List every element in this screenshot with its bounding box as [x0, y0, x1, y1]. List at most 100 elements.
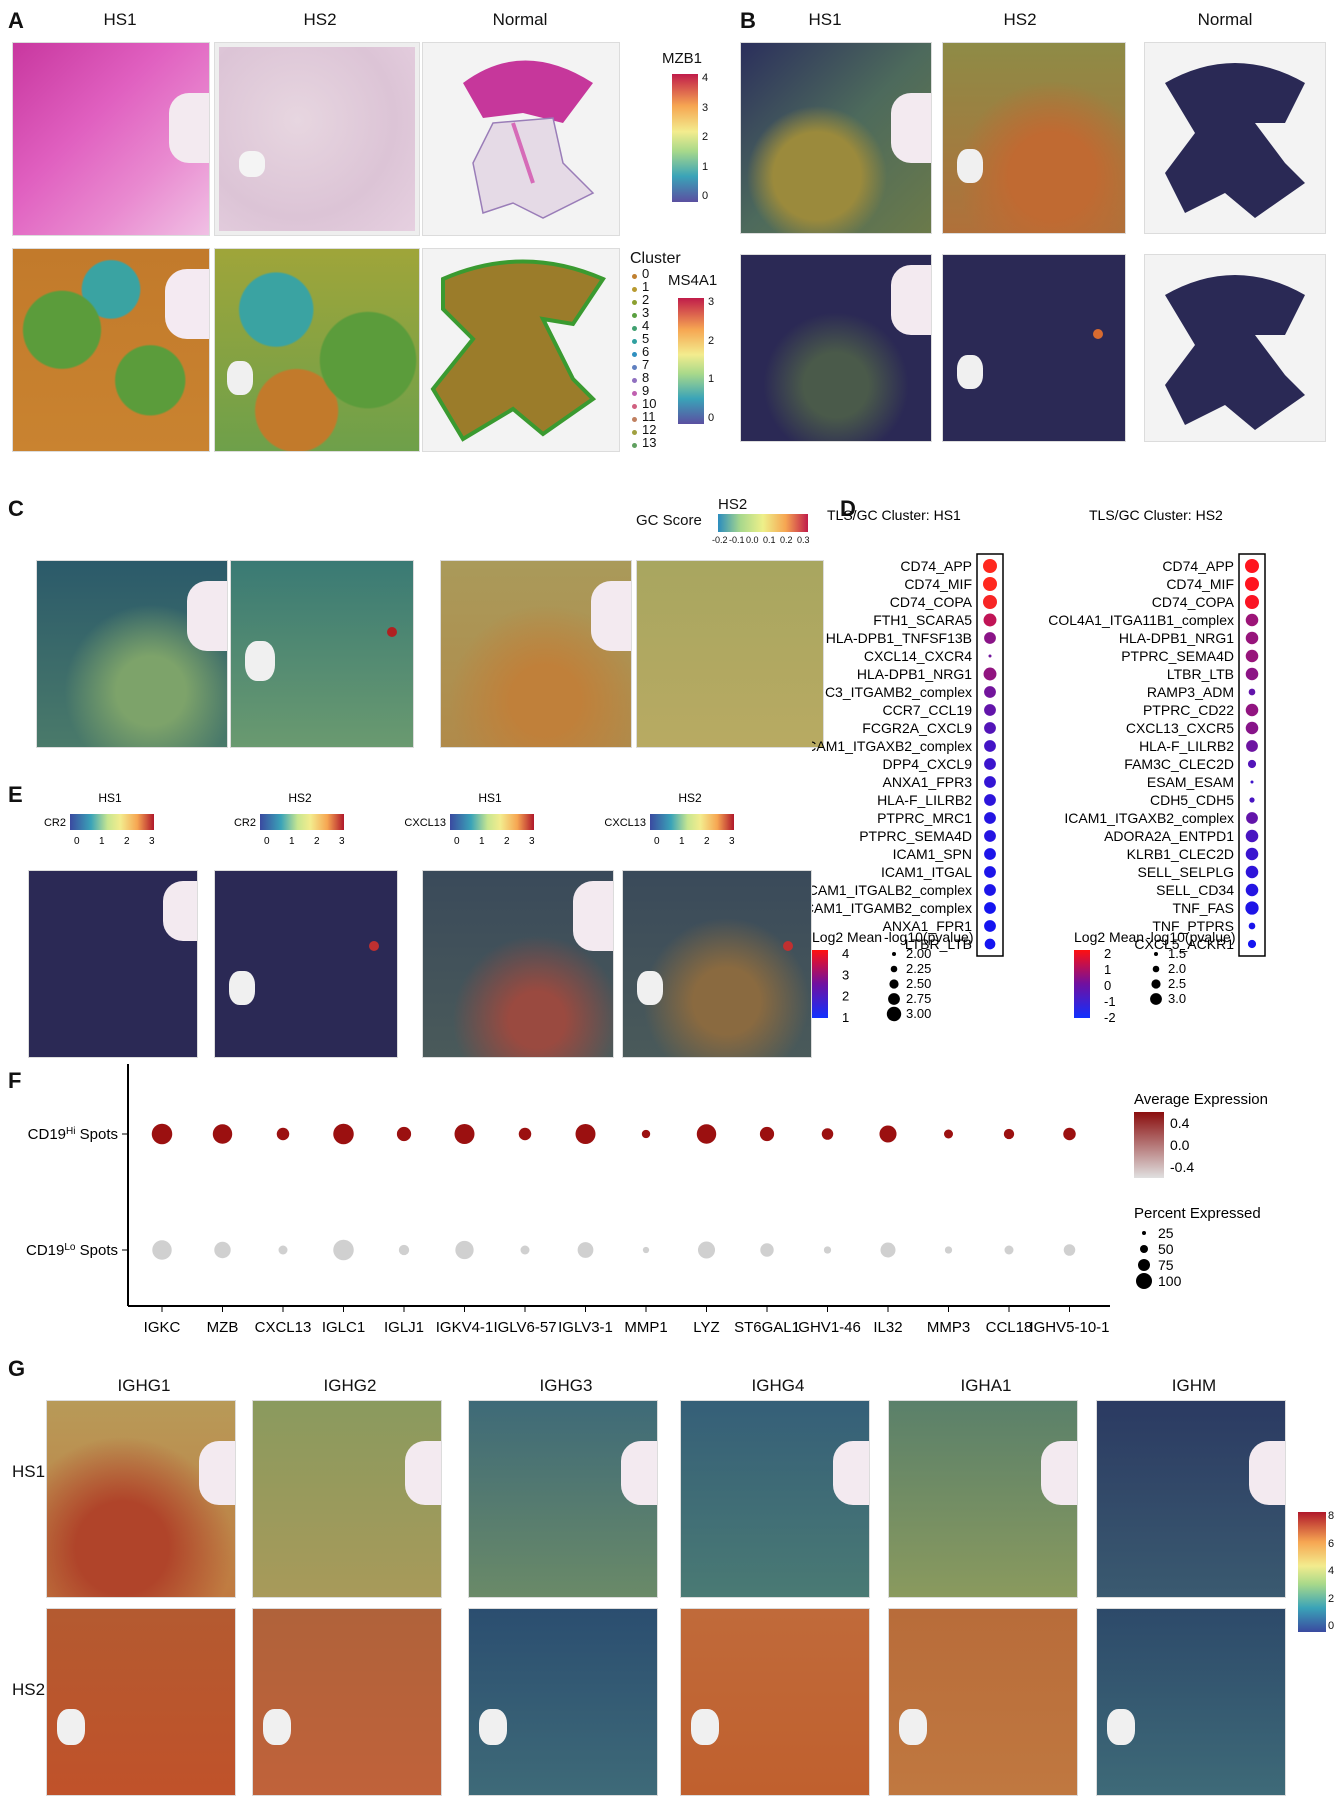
cluster-legend-swatch — [632, 417, 637, 422]
pvalue-legend-title: -log10(pvalue) — [884, 929, 974, 945]
tissue-gap — [1041, 1441, 1077, 1505]
cluster-legend-label: 0 — [642, 266, 650, 281]
pvalue-tick: 2.0 — [1168, 961, 1186, 976]
interaction-pair-label: HLA-DPB1_NRG1 — [857, 666, 972, 682]
interaction-dot — [1246, 740, 1258, 752]
avg-expression-tick: 0.4 — [1170, 1115, 1190, 1131]
gc-score-colorbar — [718, 514, 808, 532]
pvalue-tick: 2.75 — [906, 991, 931, 1006]
interaction-pair-label: ADORA2A_ENTPD1 — [1104, 828, 1234, 844]
percent-size-dot — [1138, 1259, 1150, 1271]
legend-colorbar — [450, 814, 534, 830]
gene-map-hs1 — [1096, 1400, 1286, 1598]
interaction-dot — [984, 722, 996, 734]
legend-tick: 0 — [264, 836, 270, 847]
colorbar-tick-label: 3 — [702, 101, 709, 114]
expression-dot — [1063, 1244, 1076, 1256]
interaction-pair-label: CXCL13_CXCR5 — [1126, 720, 1234, 736]
panel-g-maps — [0, 1400, 1340, 1796]
expression-dot — [642, 1246, 650, 1254]
log2-mean-tick: -1 — [1104, 994, 1116, 1009]
panel-g-gene-headers: IGHG1 IGHG2 IGHG3 IGHG4 IGHA1 IGHM — [0, 1376, 1340, 1400]
interaction-dot — [983, 559, 997, 573]
interaction-pair-label: CD74_MIF — [904, 576, 972, 592]
he-section-normal — [422, 42, 620, 236]
gene-label: IGLC1 — [322, 1319, 365, 1336]
log2-mean-colorbar — [1074, 950, 1090, 1018]
interaction-dot — [984, 812, 996, 824]
interaction-pair-label: FTH1_SCARA5 — [873, 612, 972, 628]
interaction-dot — [1247, 759, 1257, 769]
panel-label-f: F — [8, 1068, 22, 1093]
gc-map-1 — [36, 560, 228, 748]
colorbar-tick-label: 3 — [708, 296, 715, 308]
gc-tick-label: -0.1 — [729, 535, 745, 545]
panel-b-col-hs1: HS1 — [808, 10, 842, 29]
gene-label: MMP1 — [624, 1319, 667, 1336]
panel-a-col-normal: Normal — [492, 10, 548, 29]
expression-dot — [943, 1129, 954, 1139]
ms4a1-colorbar-ticks: 3 2 1 0 — [708, 296, 728, 424]
percent-expressed-tick: 100 — [1158, 1273, 1182, 1289]
interaction-pair-label: KLRB1_CLEC2D — [1127, 846, 1234, 862]
interaction-dot — [1245, 883, 1259, 897]
cluster-map-hs2 — [214, 248, 420, 452]
interaction-dot — [984, 686, 996, 698]
cr2-map-hs2 — [214, 870, 398, 1058]
tissue-gap — [899, 1709, 927, 1745]
interaction-dot — [984, 758, 996, 770]
cluster-legend-label: 3 — [642, 305, 650, 320]
log2-mean-tick: 2 — [1104, 946, 1111, 961]
pvalue-size-dot — [1154, 952, 1158, 956]
avg-expression-tick: -0.4 — [1170, 1159, 1194, 1175]
interaction-pair-label: CD74_MIF — [1166, 576, 1234, 592]
interaction-dot — [984, 794, 996, 806]
interaction-pair-label: TNF_PTPRS — [1152, 918, 1234, 934]
legend-sample: HS1 — [98, 791, 122, 805]
colorbar-tick-label: 4 — [702, 72, 709, 84]
tissue-gap — [479, 1709, 507, 1745]
dotplot-title: TLS/GC Cluster: HS1 — [827, 507, 961, 523]
interaction-pair-label: DPP4_CXCL9 — [883, 756, 973, 772]
gene-label: IGLV3-1 — [558, 1319, 613, 1336]
interaction-pair-label: COL4A1_ITGA11B1_complex — [1048, 612, 1234, 628]
gc-tick-label: 0.3 — [797, 535, 810, 545]
pvalue-tick: 2.5 — [1168, 976, 1186, 991]
colorbar-tick-label: 0 — [708, 412, 715, 424]
interaction-pair-label: PTPRC_SEMA4D — [859, 828, 972, 844]
panel-g-row-hs2: HS2 — [12, 1680, 46, 1699]
interaction-pair-label: CCR7_CCL19 — [883, 702, 973, 718]
interaction-dot — [1249, 797, 1255, 803]
interaction-dot — [984, 920, 996, 932]
expression-dot — [212, 1124, 233, 1144]
colorbar-tick-label: 2 — [702, 131, 709, 143]
cluster-legend-swatch — [632, 287, 637, 292]
expression-dot — [575, 1124, 596, 1144]
interaction-pair-label: ANXA1_FPR1 — [883, 918, 973, 934]
interaction-pair-label: HLA-DPB1_TNFSF13B — [826, 630, 972, 646]
legend-colorbar — [650, 814, 734, 830]
panel-g-colorbar-ticks: 8 6 4 2 0 — [1328, 1510, 1340, 1632]
log2-mean-tick: -2 — [1104, 1010, 1116, 1025]
mzb1-colorbar — [672, 74, 698, 202]
interaction-dot — [1245, 613, 1259, 627]
ms4a1-map-hs2 — [942, 254, 1126, 442]
cluster-legend-label: 7 — [642, 357, 650, 372]
interaction-dot — [1245, 865, 1259, 879]
interaction-dot — [1245, 649, 1259, 663]
cluster-legend-swatch — [632, 326, 637, 331]
legend-gene: CXCL13 — [604, 817, 646, 829]
panel-b-col-hs2: HS2 — [1003, 10, 1037, 29]
gene-label: IGKV4-1 — [436, 1319, 494, 1336]
gene-map-hs1 — [888, 1400, 1078, 1598]
legend-gene: CR2 — [44, 817, 66, 829]
row-label: CD19Hi Spots — [28, 1126, 118, 1144]
cluster-map-normal — [422, 248, 620, 452]
pvalue-tick: 2.00 — [906, 946, 931, 961]
legend-tick: 2 — [124, 836, 130, 847]
legend-tick: 2 — [314, 836, 320, 847]
legend-sample: HS2 — [288, 791, 312, 805]
interaction-dot — [983, 577, 997, 591]
expression-dot — [697, 1241, 716, 1259]
expression-dot — [518, 1127, 532, 1141]
